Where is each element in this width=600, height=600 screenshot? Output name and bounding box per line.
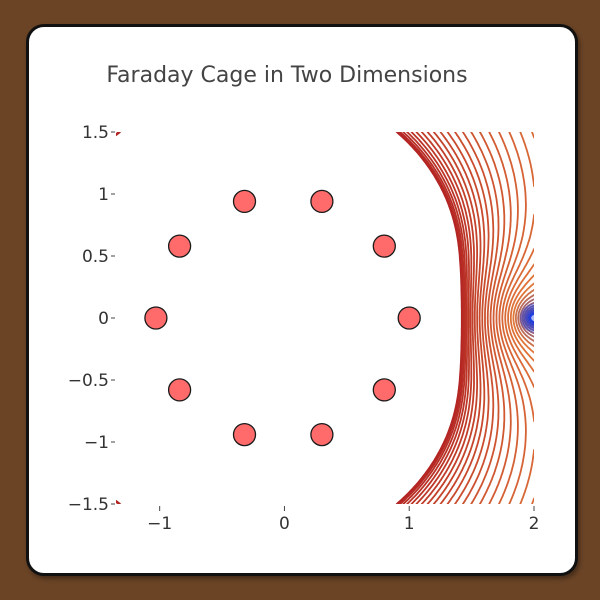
- charge-disk: [144, 306, 168, 330]
- contour-level: [498, 132, 527, 504]
- contour-level: [517, 294, 534, 342]
- contour-level: [529, 312, 534, 324]
- contour-level: [462, 132, 495, 504]
- contour-level: [406, 132, 467, 504]
- charge-disk: [310, 422, 334, 447]
- charge-disk: [372, 378, 396, 402]
- charge-disk: [397, 306, 421, 330]
- contour-level: [432, 132, 478, 504]
- contour-level: [470, 132, 500, 504]
- contour-level: [521, 301, 534, 335]
- contour-chart: Faraday Cage in Two Dimensions −1.5 −1 −0.…: [68, 63, 540, 534]
- contour-level: [420, 132, 473, 504]
- contour-level: [501, 132, 534, 504]
- contour-level: [526, 309, 534, 327]
- contour-level: [495, 132, 519, 504]
- contour-level: [524, 307, 534, 329]
- contour-level: [519, 298, 534, 338]
- y-tick-label: −1: [84, 433, 109, 453]
- source-glow: [520, 304, 534, 332]
- contour-level: [479, 132, 506, 504]
- y-tick-label: −0.5: [68, 371, 109, 391]
- x-tick-label: 2: [529, 514, 540, 534]
- contour-level: [439, 132, 482, 504]
- y-tick-label: 0: [98, 309, 109, 329]
- contour-level: [415, 132, 470, 504]
- contour-level: [399, 132, 464, 504]
- contour-level: [509, 274, 534, 362]
- charge-disk: [310, 189, 334, 214]
- x-tick-label: 1: [404, 514, 415, 534]
- charge-disk: [167, 234, 192, 258]
- axes: −1.5 −1 −0.5 0 0.5 1 1.5 −1 0 1 2: [68, 123, 540, 534]
- charge-disk: [232, 422, 257, 447]
- contour-level: [446, 132, 486, 504]
- charge-disk: [372, 234, 396, 258]
- chart-title: Faraday Cage in Two Dimensions: [106, 63, 467, 88]
- y-tick-label: 0.5: [82, 247, 109, 267]
- charge-disks: [144, 189, 421, 447]
- contour-level: [410, 132, 468, 504]
- contour-level: [454, 132, 490, 504]
- y-tick-label: 1: [98, 185, 109, 205]
- contour-level: [512, 282, 534, 354]
- x-tick-label: −1: [147, 514, 172, 534]
- contour-level: [515, 288, 534, 348]
- contour-level: [507, 263, 534, 373]
- charge-disk: [232, 189, 257, 214]
- y-tick-label: −1.5: [68, 495, 109, 515]
- y-tick-label: 1.5: [82, 123, 109, 143]
- contour-level: [426, 132, 475, 504]
- contour-level: [488, 132, 512, 504]
- charge-disk: [167, 378, 192, 402]
- contour-level: [504, 132, 534, 504]
- contour-lines: [116, 132, 534, 504]
- x-tick-label: 0: [279, 514, 290, 534]
- contour-level: [402, 132, 465, 504]
- chart-card: Faraday Cage in Two Dimensions −1.5 −1 −0.…: [26, 24, 578, 576]
- contour-level: [523, 304, 534, 332]
